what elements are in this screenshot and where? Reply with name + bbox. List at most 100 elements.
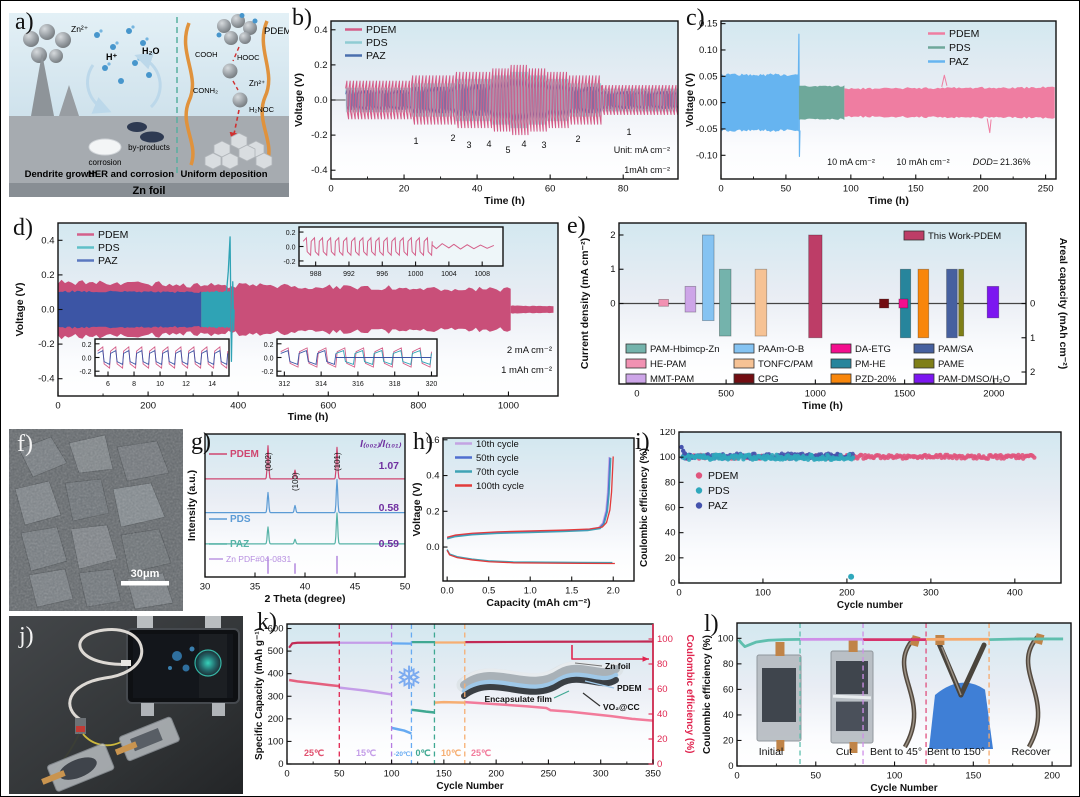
svg-text:MMT-PAM: MMT-PAM	[650, 374, 694, 385]
svg-text:0: 0	[1030, 299, 1035, 310]
zn-ion2-label: Zn²⁺	[249, 79, 265, 88]
svg-text:PAZ: PAZ	[98, 255, 118, 267]
svg-text:8: 8	[132, 381, 136, 388]
chart-l-flexibility-test: 0 50 100 150 200 0 20 40 60 80 100 Cycle Number Coul…	[701, 611, 1079, 796]
series-flexible-battery-schematic	[456, 661, 624, 699]
h-plus-label: H⁺	[106, 52, 117, 62]
svg-text:-0.10: -0.10	[696, 150, 718, 161]
series-pds-spike	[225, 236, 235, 363]
zn-foil-label: Zn foil	[133, 185, 166, 197]
svg-text:0: 0	[328, 184, 333, 195]
panel-f-svg: 30μm	[9, 429, 183, 611]
svg-text:PZD-20%: PZD-20%	[855, 374, 897, 385]
chart-i-svg: 0 100 200 300 400 0 20 40 60 80 100 120 Cycle number…	[639, 429, 1062, 611]
svg-text:0.2: 0.2	[426, 506, 439, 517]
pouch-cell-1	[41, 743, 115, 792]
svg-text:Cut: Cut	[836, 746, 852, 758]
svg-text:60: 60	[723, 684, 734, 695]
svg-text:0.6: 0.6	[426, 435, 439, 446]
svg-text:2: 2	[450, 133, 455, 143]
svg-text:80: 80	[723, 659, 734, 670]
svg-text:60: 60	[665, 503, 676, 514]
series-paz	[97, 349, 229, 366]
series-pds	[680, 452, 856, 462]
svg-text:1.0: 1.0	[524, 586, 537, 597]
svg-text:5: 5	[505, 145, 510, 155]
chart-k-temperature-cycling: 0 50 100 150 200 250 300 350 0 100 200 300 400 500 600…	[253, 611, 705, 796]
svg-text:PDS: PDS	[230, 514, 251, 525]
scale-bar	[121, 581, 169, 586]
stand-clip-right	[205, 616, 221, 628]
svg-text:30: 30	[200, 582, 211, 593]
svg-text:Specific Capacity (mAh g⁻¹): Specific Capacity (mAh g⁻¹)	[254, 628, 265, 760]
svg-text:1004: 1004	[441, 271, 457, 278]
svg-text:25℃: 25℃	[304, 748, 324, 758]
series-ce-25C2	[464, 640, 653, 644]
panel-label-d: d)	[13, 215, 33, 241]
svg-text:50th cycle: 50th cycle	[476, 453, 519, 464]
series-outlier	[848, 573, 855, 580]
chart-c-svg: 0 50 100 150 200 250 0.15 0.10 0.05 0.00 -0.05 -0.1…	[684, 19, 1057, 207]
dendrite-small	[59, 85, 79, 116]
chart-e-svg: 0 500 1000 1500 2000 2 1 0 0 1 2 Areal capacity (mA…	[579, 222, 1069, 412]
svg-text:0.10: 0.10	[699, 45, 718, 56]
chart-d-inset-mid: 312 314 316 318 320 0.2 0.0 -0.2	[251, 336, 441, 388]
svg-text:DA-ETG: DA-ETG	[855, 344, 891, 355]
scale-bar-label: 30μm	[131, 568, 160, 580]
svg-text:200: 200	[839, 588, 855, 599]
svg-text:350: 350	[645, 769, 661, 780]
svg-text:1 mAh cm⁻²: 1 mAh cm⁻²	[501, 365, 552, 376]
svg-text:-0.2: -0.2	[79, 369, 91, 376]
svg-text:0: 0	[728, 761, 733, 772]
svg-text:2.0: 2.0	[607, 586, 620, 597]
svg-text:40: 40	[723, 710, 734, 721]
svg-text:250: 250	[540, 769, 556, 780]
svg-text:PAZ: PAZ	[230, 539, 249, 550]
panel-label-k: k)	[257, 609, 277, 635]
svg-text:1.07: 1.07	[379, 460, 400, 472]
bar-HE-PAM	[658, 298, 669, 307]
svg-text:Voltage (V): Voltage (V)	[411, 482, 423, 536]
svg-text:1000: 1000	[805, 389, 826, 400]
svg-text:316: 316	[352, 381, 364, 388]
series-pdem	[205, 445, 405, 480]
svg-text:0: 0	[676, 588, 681, 599]
chart-d-inset-left: 6 8 10 12 14 0.2 0.0 -0.2	[71, 336, 233, 388]
svg-text:400: 400	[268, 669, 284, 680]
panel-label-a: a)	[15, 9, 34, 35]
svg-text:Time (h): Time (h)	[484, 195, 525, 207]
svg-text:0.59: 0.59	[379, 538, 400, 550]
chart-k-svg: 0 50 100 150 200 250 300 3500100200300400500600…	[254, 623, 695, 792]
pouch-cell-2	[114, 716, 180, 762]
svg-text:500: 500	[268, 646, 284, 657]
series-pdem-noise	[431, 243, 495, 250]
chart-e-literature-comparison: 0 500 1000 1500 2000 2 1 0 0 1 2 Areal capacity (mA…	[563, 213, 1079, 424]
svg-text:400: 400	[1007, 588, 1023, 599]
bar-PAM-Hbimcp-Zn	[719, 268, 732, 337]
series-photo-bent45	[901, 635, 921, 749]
zn-ion-sphere-1	[222, 63, 238, 79]
panel-label-f: f)	[17, 431, 33, 457]
svg-text:0: 0	[55, 401, 60, 412]
svg-text:TONFC/PAM: TONFC/PAM	[758, 359, 813, 370]
series-pds	[798, 85, 845, 120]
deposition-path-2	[232, 80, 239, 91]
svg-text:400: 400	[230, 401, 246, 412]
water-molecules	[94, 25, 152, 84]
svg-text:200: 200	[973, 184, 989, 195]
series-ce-25C	[288, 641, 340, 649]
svg-text:Voltage (V): Voltage (V)	[684, 73, 696, 127]
svg-text:0.2: 0.2	[286, 230, 296, 237]
svg-text:50: 50	[781, 184, 792, 195]
svg-text:PDS: PDS	[949, 42, 971, 54]
zn-ion-sphere-2	[232, 92, 248, 108]
chart-b-svg: 0 20 40 60 80 0.4 0.2 0.0 -0.2 -0.4 Time (h) Voltag…	[293, 20, 679, 207]
svg-text:0.0: 0.0	[426, 542, 439, 553]
bar-DA-ETG	[898, 298, 909, 309]
chart-d3-svg: 312 314 316 318 320 0.2 0.0 -0.2	[261, 338, 438, 388]
svg-text:Unit: mA cm⁻²: Unit: mA cm⁻²	[614, 145, 670, 155]
svg-text:40: 40	[472, 184, 483, 195]
panel-j-photo	[9, 616, 243, 794]
bar-This Work-PDEM	[808, 234, 823, 339]
chart-d2-svg: 6 8 10 12 14 0.2 0.0 -0.2	[79, 338, 230, 388]
